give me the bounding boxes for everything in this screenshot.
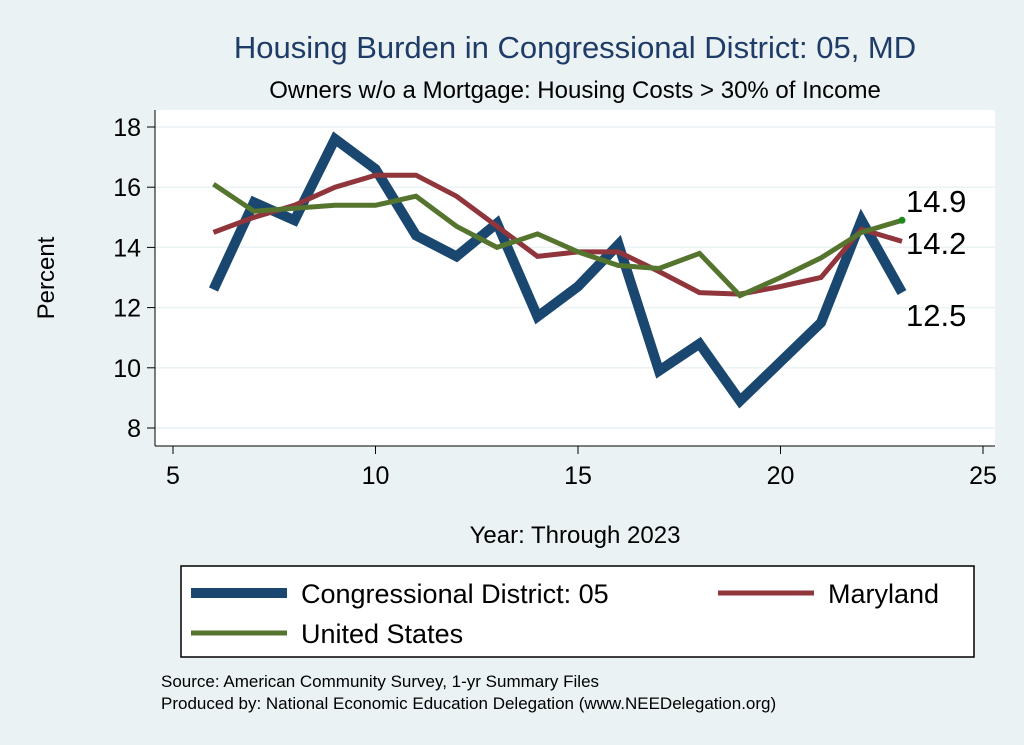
grid-lines	[155, 126, 995, 429]
x-tick-label-5: 5	[166, 462, 180, 490]
chart-subtitle: Owners w/o a Mortgage: Housing Costs > 3…	[269, 77, 881, 104]
legend-label-united-states: United States	[301, 619, 463, 649]
x-tick-label-10: 10	[362, 462, 390, 490]
y-tick-label-8: 8	[127, 415, 141, 443]
producer-note: Produced by: National Economic Education…	[161, 694, 776, 713]
axes: 8 10 12 14 16 18 5 10 15 20 25	[113, 110, 997, 490]
y-tick-label-10: 10	[113, 355, 141, 383]
y-tick-label-12: 12	[113, 295, 141, 323]
x-tick-label-25: 25	[969, 462, 997, 490]
y-tick-label-14: 14	[113, 234, 141, 262]
x-tick-label-20: 20	[767, 462, 795, 490]
legend-label-maryland: Maryland	[828, 579, 939, 609]
plot-area	[155, 110, 995, 446]
chart-title: Housing Burden in Congressional District…	[234, 30, 916, 65]
y-axis-title: Percent	[33, 236, 60, 319]
legend-box	[180, 565, 975, 658]
source-note: Source: American Community Survey, 1-yr …	[161, 672, 599, 691]
end-label-district: 12.5	[906, 298, 966, 333]
x-tick-label-15: 15	[564, 462, 592, 490]
end-marker-united-states	[898, 216, 906, 224]
legend: Congressional District: 05 Maryland Unit…	[180, 565, 975, 658]
legend-label-district: Congressional District: 05	[301, 579, 609, 609]
end-label-maryland: 14.2	[906, 226, 966, 261]
series-line-united-states	[212, 182, 903, 299]
x-axis-title: Year: Through 2023	[470, 522, 681, 549]
y-tick-label-16: 16	[113, 174, 141, 202]
end-labels: 12.5 14.2 14.9	[906, 184, 966, 333]
series-line-maryland	[212, 172, 903, 297]
series-line-district	[208, 131, 907, 409]
series-lines	[208, 131, 907, 409]
y-tick-label-18: 18	[113, 114, 141, 142]
end-label-united-states: 14.9	[906, 184, 966, 219]
